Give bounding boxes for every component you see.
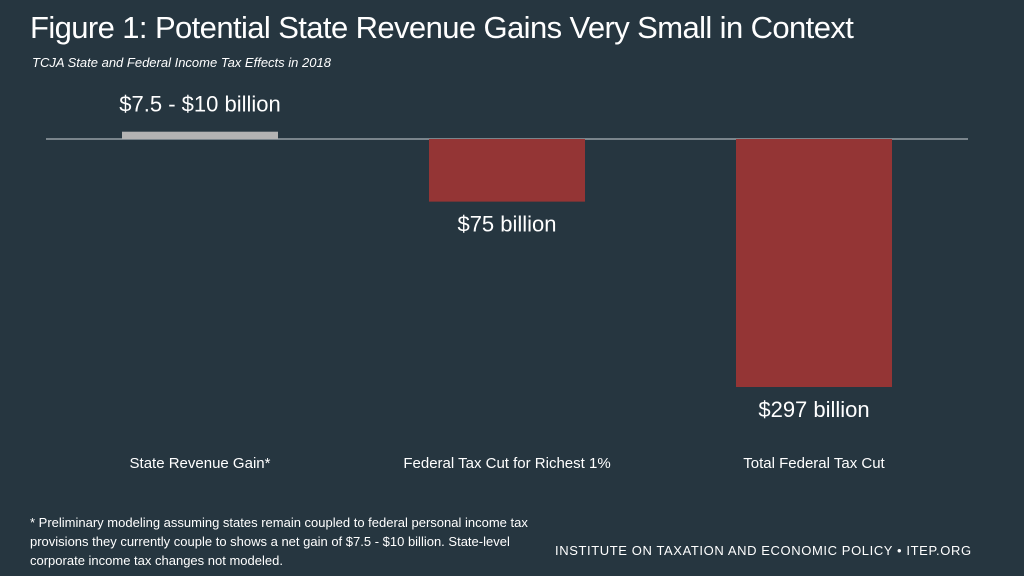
category-label-2: Federal Tax Cut for Richest 1% (403, 455, 610, 472)
bar-chart: $7.5 - $10 billion State Revenue Gain* $75… (46, 92, 968, 472)
footnote: * Preliminary modeling assuming states r… (30, 515, 528, 568)
data-label-2: $75 billion (457, 212, 556, 237)
source-credit: INSTITUTE ON TAXATION AND ECONOMIC POLIC… (555, 543, 972, 558)
category-label-3: Total Federal Tax Cut (743, 455, 885, 472)
bar-2 (429, 139, 585, 202)
data-label-1: $7.5 - $10 billion (119, 92, 280, 117)
chart-subtitle: TCJA State and Federal Income Tax Effect… (32, 55, 331, 70)
data-label-3: $297 billion (758, 397, 869, 422)
bar-3 (736, 139, 892, 387)
bar-1 (122, 131, 278, 139)
chart-title: Figure 1: Potential State Revenue Gains … (30, 10, 854, 45)
category-label-1: State Revenue Gain* (130, 455, 271, 472)
